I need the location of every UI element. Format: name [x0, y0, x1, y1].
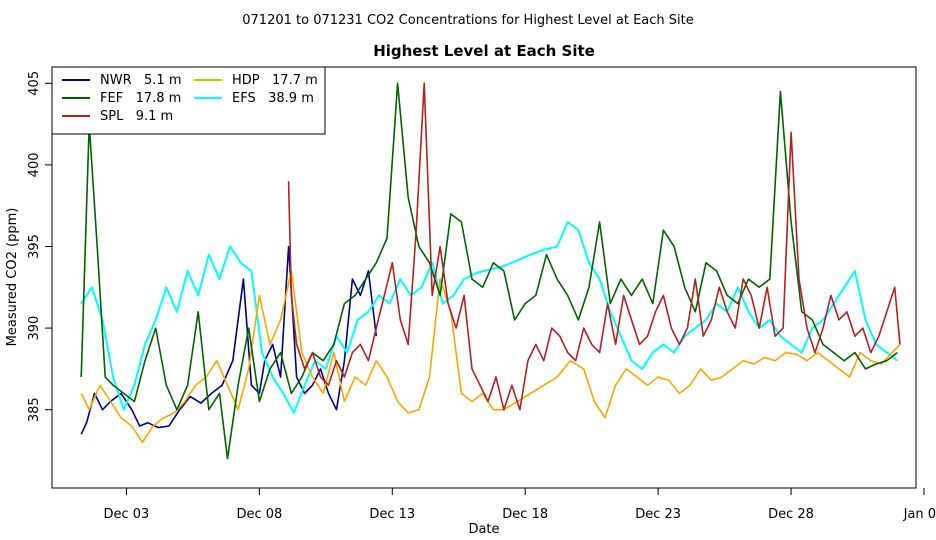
x-tick-label: Dec 03	[104, 507, 150, 522]
legend-label-spl: SPL 9.1 m	[100, 109, 173, 124]
x-tick-label: Dec 28	[768, 507, 814, 522]
y-tick-label: 405	[27, 71, 42, 96]
series-layer	[80, 82, 901, 460]
legend: NWR 5.1 m FEF 17.8 m SPL 9.1 m HDP 17.7 m EF…	[51, 66, 326, 135]
x-tick-label: Dec 13	[369, 507, 415, 522]
x-axis-ticks: Dec 03 Dec 08 Dec 13 Dec 18 Dec 23 Dec 28 Jan …	[104, 488, 936, 522]
x-tick-label: Jan 02	[903, 507, 936, 522]
legend-label-hdp: HDP 17.7 m	[232, 73, 318, 88]
x-tick-label: Dec 08	[236, 507, 282, 522]
chart-suptitle: 071201 to 071231 CO2 Concentrations for …	[242, 13, 693, 28]
legend-box	[51, 66, 326, 135]
y-tick-label: 385	[27, 397, 42, 422]
y-axis-label: Measured CO2 (ppm)	[5, 208, 20, 347]
plot-frame	[51, 66, 917, 489]
x-tick-label: Dec 18	[502, 507, 548, 522]
series-line-nwr	[80, 245, 378, 435]
series-line-hdp	[80, 270, 901, 444]
y-tick-label: 400	[27, 152, 42, 177]
x-tick-label: Dec 23	[635, 507, 681, 522]
y-tick-label: 395	[27, 234, 42, 259]
series-line-fef	[80, 82, 898, 460]
chart-title: Highest Level at Each Site	[373, 42, 595, 60]
legend-label-efs: EFS 38.9 m	[232, 91, 314, 106]
x-axis-label: Date	[468, 522, 499, 537]
legend-label-fef: FEF 17.8 m	[100, 91, 181, 106]
series-line-spl	[287, 82, 901, 411]
series-line-efs	[80, 221, 899, 414]
y-tick-label: 390	[27, 316, 42, 341]
legend-label-nwr: NWR 5.1 m	[100, 73, 181, 88]
y-axis-ticks: 385 390 395 400 405	[27, 71, 52, 422]
